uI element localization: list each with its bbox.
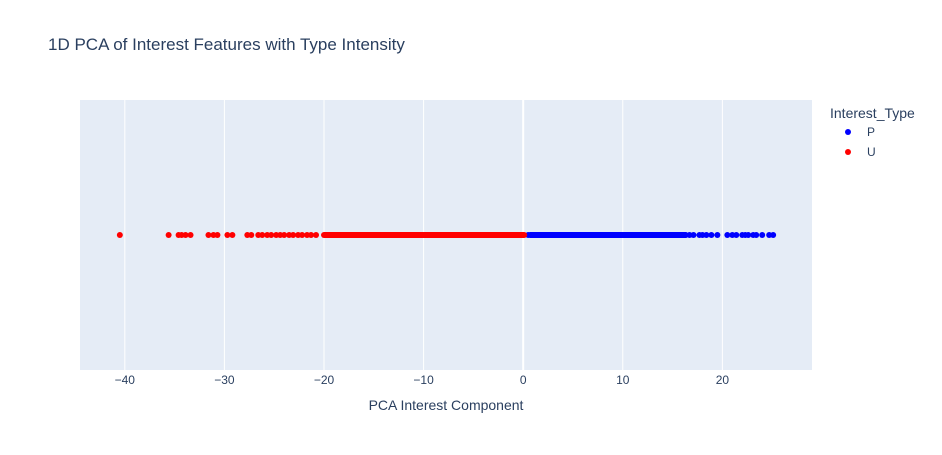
chart-title: 1D PCA of Interest Features with Type In… — [48, 35, 405, 54]
data-point-p[interactable] — [724, 232, 731, 238]
data-point-u[interactable] — [290, 232, 297, 238]
data-point-p[interactable] — [589, 232, 596, 238]
data-point-u[interactable] — [187, 232, 194, 238]
data-point-p[interactable] — [649, 232, 656, 238]
data-point-p[interactable] — [708, 232, 715, 238]
data-point-u[interactable] — [299, 232, 306, 238]
x-axis-label: PCA Interest Component — [369, 397, 524, 413]
legend-item-u[interactable]: U — [845, 145, 876, 159]
legend-label: P — [867, 125, 875, 139]
data-point-p[interactable] — [569, 232, 576, 238]
data-point-p[interactable] — [770, 232, 777, 238]
dense-points-p[interactable] — [527, 232, 689, 238]
data-point-p[interactable] — [659, 232, 666, 238]
data-point-u[interactable] — [116, 232, 123, 238]
data-point-u[interactable] — [268, 232, 275, 238]
x-tick-label: 10 — [616, 373, 630, 387]
data-point-p[interactable] — [609, 232, 616, 238]
data-point-u[interactable] — [313, 232, 320, 238]
data-point-p[interactable] — [619, 232, 626, 238]
data-point-p[interactable] — [745, 232, 752, 238]
data-point-p[interactable] — [530, 232, 537, 238]
x-tick-label: −20 — [314, 373, 335, 387]
data-point-u[interactable] — [224, 232, 231, 238]
data-point-p[interactable] — [669, 232, 676, 238]
legend-items: PU — [845, 125, 876, 159]
data-point-p[interactable] — [550, 232, 557, 238]
x-tick-label: −40 — [115, 373, 136, 387]
legend-title: Interest_Type — [830, 105, 915, 121]
data-point-p[interactable] — [579, 232, 586, 238]
data-point-p[interactable] — [733, 232, 740, 238]
x-axis-ticks: −40 −30 −20 −10 0 10 20 — [115, 373, 730, 387]
data-point-u[interactable] — [214, 232, 221, 238]
x-tick-label: −10 — [413, 373, 434, 387]
x-tick-label: 20 — [716, 373, 730, 387]
data-point-p[interactable] — [599, 232, 606, 238]
data-point-p[interactable] — [703, 232, 710, 238]
data-point-p[interactable] — [540, 232, 547, 238]
data-point-u[interactable] — [259, 232, 266, 238]
legend-item-p[interactable]: P — [845, 125, 875, 139]
data-point-u[interactable] — [248, 232, 255, 238]
data-point-p[interactable] — [690, 232, 697, 238]
data-point-u[interactable] — [182, 232, 189, 238]
x-tick-label: −30 — [214, 373, 235, 387]
legend: Interest_Type PU — [830, 105, 915, 159]
legend-marker — [845, 129, 851, 135]
data-points — [116, 232, 777, 238]
data-point-u[interactable] — [165, 232, 172, 238]
x-tick-label: 0 — [520, 373, 527, 387]
data-point-p[interactable] — [753, 232, 760, 238]
data-point-u[interactable] — [205, 232, 212, 238]
data-point-p[interactable] — [639, 232, 646, 238]
data-point-u[interactable] — [281, 232, 288, 238]
data-point-u[interactable] — [229, 232, 236, 238]
data-point-p[interactable] — [759, 232, 766, 238]
data-point-u[interactable] — [308, 232, 315, 238]
data-point-p[interactable] — [714, 232, 721, 238]
legend-marker — [845, 149, 851, 155]
dense-points-u[interactable] — [321, 232, 528, 238]
data-point-p[interactable] — [560, 232, 567, 238]
data-point-p[interactable] — [629, 232, 636, 238]
legend-label: U — [867, 145, 876, 159]
